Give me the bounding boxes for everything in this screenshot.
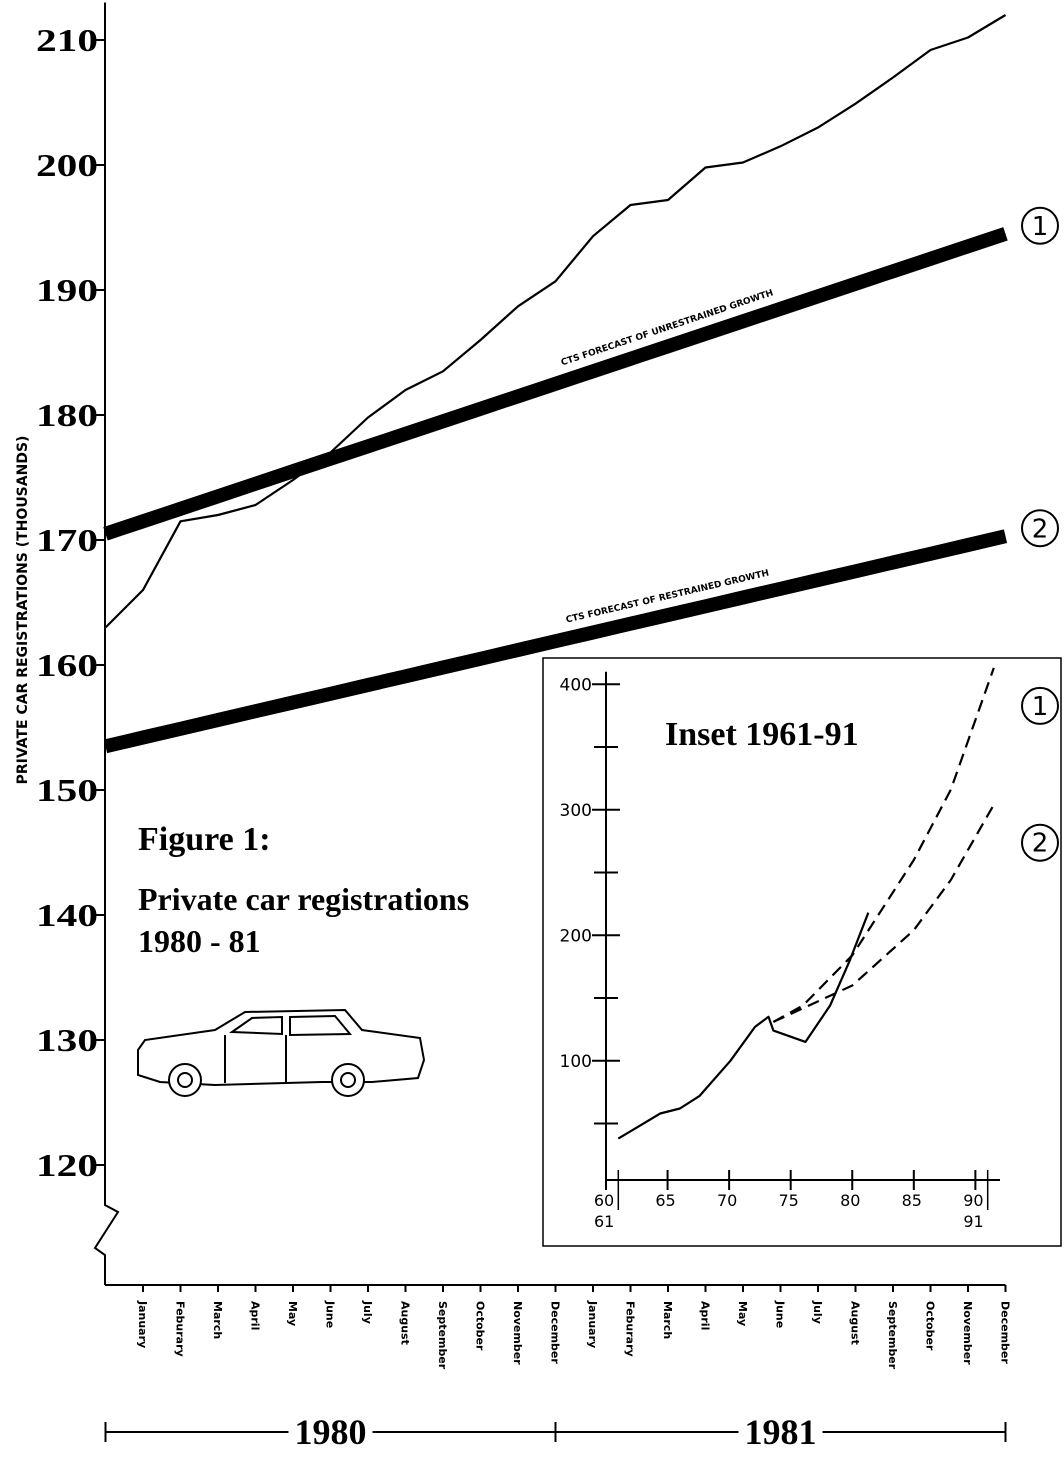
chart-subtitle: Private car registrations [138, 881, 469, 917]
y-tick-label: 130 [36, 1022, 98, 1058]
year-label: 1981 [745, 1412, 817, 1452]
y-tick-label: 180 [36, 397, 98, 433]
x-tick-label: March [211, 1301, 224, 1339]
chart-subtitle: 1980 - 81 [138, 923, 261, 959]
inset-x-tick-label: 60 [594, 1191, 614, 1210]
x-tick-label: July [361, 1300, 374, 1324]
y-axis [95, 3, 118, 1286]
x-tick-label: December [999, 1301, 1012, 1364]
x-tick-label: June [774, 1300, 787, 1328]
x-tick-label: January [136, 1300, 149, 1348]
y-tick-label: 190 [36, 272, 98, 308]
x-tick-label: September [436, 1301, 449, 1370]
x-tick-label: March [661, 1301, 674, 1339]
x-tick-label: October [924, 1301, 937, 1351]
y-tick-label: 200 [36, 147, 98, 183]
inset-title: Inset 1961-91 [665, 716, 859, 753]
y-tick-label: 150 [36, 772, 98, 808]
x-tick-label: November [511, 1301, 524, 1365]
page: Figure 1: Private car registrations 1980… [0, 0, 1064, 1468]
data-line [106, 15, 1006, 628]
x-tick-label: May [736, 1301, 749, 1326]
series-marker: 1 [1032, 212, 1049, 242]
series-marker: 2 [1032, 514, 1049, 544]
x-tick-label: January [586, 1300, 599, 1348]
x-tick-label: September [886, 1301, 899, 1370]
x-tick-label: Feburary [174, 1301, 187, 1357]
y-tick-label: 210 [36, 22, 98, 58]
inset-x-tick-label: 75 [779, 1191, 799, 1210]
inset-x-tick-label: 90 [963, 1191, 983, 1210]
x-tick-label: December [549, 1301, 562, 1364]
y-tick-label: 140 [36, 897, 98, 933]
inset-x-tick-label: 61 [594, 1212, 614, 1231]
inset-x-tick-label: 65 [655, 1191, 675, 1210]
x-tick-label: October [474, 1301, 487, 1351]
y-tick-label: 120 [36, 1147, 98, 1183]
x-tick-label: July [811, 1300, 824, 1324]
year-label: 1980 [295, 1412, 367, 1452]
inset-x-tick-label: 70 [717, 1191, 737, 1210]
series-marker: 2 [1032, 829, 1049, 859]
forecast-band [106, 234, 1006, 534]
x-tick-label: August [399, 1301, 412, 1345]
y-tick-label: 170 [36, 522, 98, 558]
x-tick-label: Feburary [624, 1301, 637, 1357]
inset-x-tick-label: 85 [902, 1191, 922, 1210]
x-tick-label: April [699, 1301, 712, 1330]
inset-y-tick-label: 200 [560, 926, 592, 946]
chart-title: Figure 1: [138, 821, 271, 858]
x-tick-label: April [249, 1301, 262, 1330]
chart: Figure 1: Private car registrations 1980… [0, 0, 1064, 1468]
inset-x-tick-label: 91 [963, 1212, 983, 1231]
series-marker: 1 [1032, 692, 1049, 722]
inset-y-tick-label: 300 [560, 801, 592, 821]
y-axis-label: PRIVATE CAR REGISTRATIONS (THOUSANDS) [15, 436, 31, 785]
car-illustration [138, 1010, 424, 1096]
x-tick-label: May [286, 1301, 299, 1326]
x-tick-label: June [324, 1300, 337, 1328]
x-tick-label: August [849, 1301, 862, 1345]
inset-x-tick-label: 80 [840, 1191, 860, 1210]
inset-y-tick-label: 100 [560, 1052, 592, 1072]
y-tick-label: 160 [36, 647, 98, 683]
inset-y-tick-label: 400 [560, 675, 592, 695]
x-tick-label: November [961, 1301, 974, 1365]
